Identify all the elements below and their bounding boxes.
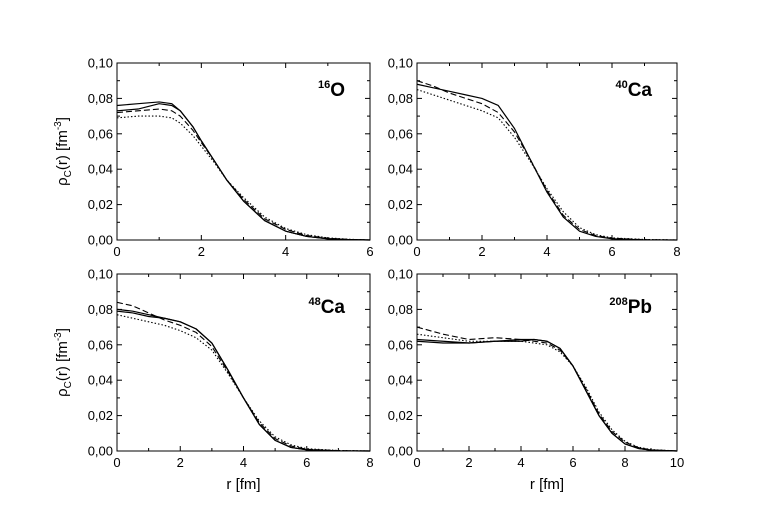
- y-tick-label: 0,06: [388, 337, 413, 352]
- series-line-dashed-3: [116, 301, 371, 452]
- x-tick-label: 0: [113, 455, 120, 470]
- series-line-dotted-4: [116, 115, 371, 241]
- y-tick-label: 0,04: [88, 162, 113, 177]
- x-tick-label: 6: [303, 455, 310, 470]
- series-line-dashed-2: [416, 80, 678, 241]
- series-line-dashed-3: [116, 108, 371, 241]
- x-axis-label: r [fm]: [226, 476, 260, 493]
- nucleus-annotation: 16O: [318, 79, 345, 101]
- y-tick-label: 0,02: [388, 197, 413, 212]
- y-tick-label: 0,00: [388, 444, 413, 459]
- x-tick-label: 2: [177, 455, 184, 470]
- series-line-dotted-3: [416, 89, 678, 241]
- x-tick-label: 0: [413, 244, 420, 259]
- y-tick-label: 0,02: [88, 408, 113, 423]
- y-tick-label: 0,06: [88, 337, 113, 352]
- y-tick-label: 0,10: [388, 267, 413, 282]
- y-tick-label: 0,00: [88, 233, 113, 248]
- series-line-solid-1: [116, 310, 371, 452]
- series-line-solid-1: [416, 83, 678, 241]
- y-tick-label: 0,00: [88, 444, 113, 459]
- panel-1: 0 2 4 6 0,00 0,02 0,04 0,06 0,08 0,10 ρC(r) [fm-3]…: [53, 56, 374, 260]
- x-tick-label: 4: [543, 244, 550, 259]
- x-tick-label: 6: [366, 244, 373, 259]
- series-line-solid-1: [116, 101, 371, 241]
- panel-3: 0 2 4 6 8 0,00 0,02 0,04 0,06 0,08 0,10 r [fm] ρC(r)…: [53, 267, 374, 494]
- series-line-solid-2: [416, 338, 678, 452]
- series-line-solid-2: [116, 308, 371, 452]
- y-tick-label: 0,08: [88, 302, 113, 317]
- x-tick-label: 2: [198, 244, 205, 259]
- series-line-dotted-4: [416, 333, 678, 452]
- x-tick-label: 4: [517, 455, 524, 470]
- y-tick-label: 0,02: [388, 408, 413, 423]
- y-tick-label: 0,04: [88, 373, 113, 388]
- x-tick-label: 2: [465, 455, 472, 470]
- x-tick-label: 10: [670, 455, 684, 470]
- y-tick-label: 0,08: [88, 91, 113, 106]
- x-tick-label: 4: [240, 455, 247, 470]
- series-line-dotted-4: [116, 314, 371, 452]
- x-tick-label: 4: [282, 244, 289, 259]
- y-tick-label: 0,08: [388, 91, 413, 106]
- panel-2: 0 2 4 6 8 0,00 0,02 0,04 0,06 0,08 0,10 40Ca: [388, 56, 681, 260]
- panel-4: 0 2 4 6 8 10 0,00 0,02 0,04 0,06 0,08 0,10 r [fm] 208…: [388, 267, 685, 494]
- nucleus-annotation: 208Pb: [609, 296, 652, 318]
- y-tick-label: 0,06: [388, 126, 413, 141]
- series-line-solid-2: [116, 103, 371, 241]
- x-tick-label: 8: [621, 455, 628, 470]
- y-axis-label: ρC(r) [fm-3]: [53, 117, 74, 186]
- nucleus-annotation: 48Ca: [308, 296, 345, 318]
- x-axis-label: r [fm]: [530, 476, 564, 493]
- x-tick-label: 2: [478, 244, 485, 259]
- x-tick-label: 8: [366, 455, 373, 470]
- y-tick-label: 0,06: [88, 126, 113, 141]
- series-line-solid-1: [416, 338, 678, 452]
- y-axis-label: ρC(r) [fm-3]: [53, 328, 74, 397]
- y-tick-label: 0,04: [388, 162, 413, 177]
- x-tick-label: 0: [413, 455, 420, 470]
- y-tick-label: 0,08: [388, 302, 413, 317]
- y-tick-label: 0,10: [88, 56, 113, 71]
- nucleus-annotation: 40Ca: [615, 79, 652, 101]
- x-tick-label: 8: [673, 244, 680, 259]
- y-tick-label: 0,00: [388, 233, 413, 248]
- series-line-dashed-3: [416, 326, 678, 452]
- y-tick-label: 0,10: [388, 56, 413, 71]
- y-tick-label: 0,02: [88, 197, 113, 212]
- y-tick-label: 0,10: [88, 267, 113, 282]
- x-tick-label: 0: [113, 244, 120, 259]
- x-tick-label: 6: [569, 455, 576, 470]
- x-tick-label: 6: [608, 244, 615, 259]
- y-tick-label: 0,04: [388, 373, 413, 388]
